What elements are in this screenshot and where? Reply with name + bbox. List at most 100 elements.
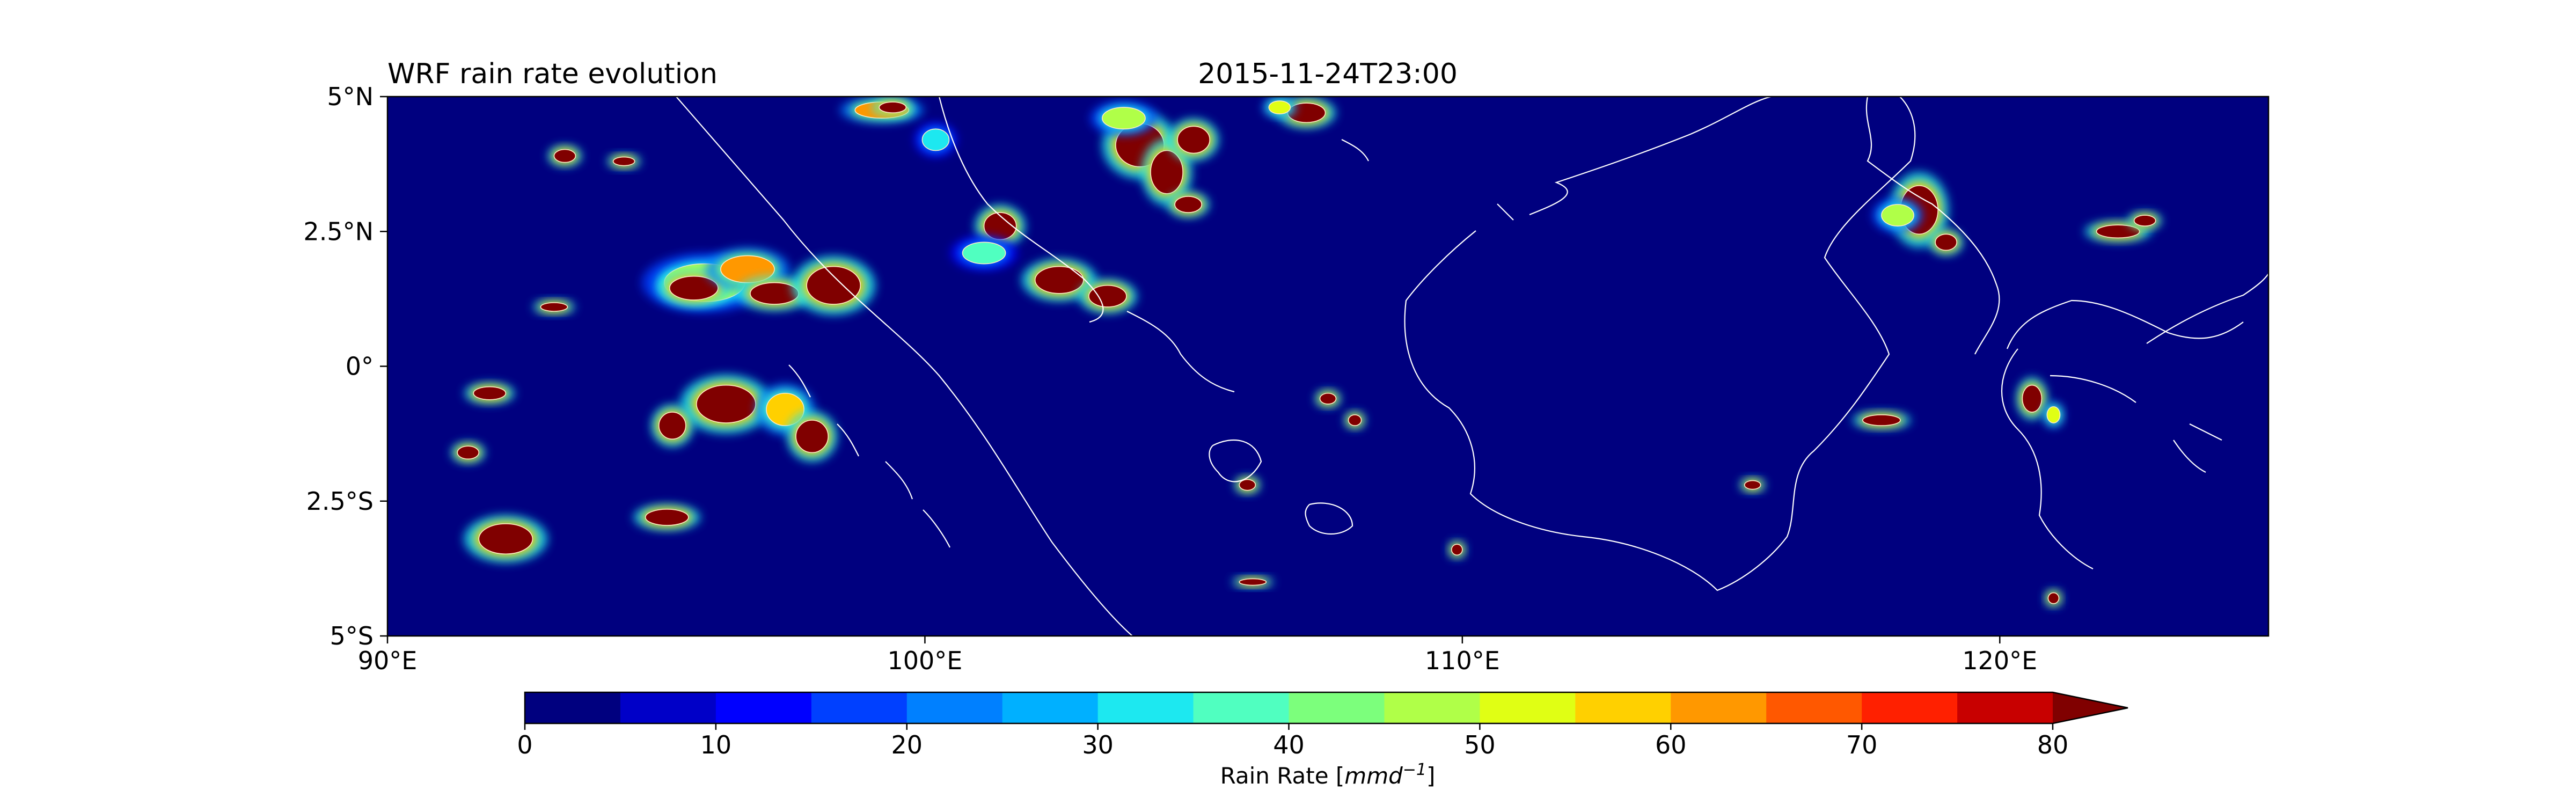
rain-cell <box>1239 578 1267 586</box>
y-tick-label: 2.5°S <box>306 487 374 516</box>
colorbar-tick-label: 80 <box>2037 730 2069 759</box>
colorbar-tick-label: 10 <box>700 730 732 759</box>
rain-cell <box>962 241 1006 265</box>
plot-title-center: 2015-11-24T23:00 <box>1198 58 1458 90</box>
colorbar-segment <box>620 692 716 723</box>
rain-cell <box>1268 100 1291 114</box>
rain-cell <box>1348 414 1362 426</box>
rain-cell <box>921 128 950 151</box>
y-tick-label: 2.5°N <box>303 217 374 246</box>
rain-cell <box>457 445 480 460</box>
coastline-malay-peninsula <box>938 97 1104 323</box>
rain-cell <box>795 420 829 453</box>
coastline-small-islands <box>1341 139 2222 473</box>
x-tick-label: 90°E <box>358 646 418 675</box>
rain-cell <box>1881 204 1914 227</box>
rain-cell <box>612 156 635 166</box>
rain-cell <box>645 509 689 526</box>
rain-cells <box>451 97 2162 607</box>
rain-cell <box>879 101 907 113</box>
colorbar-segment <box>1671 692 1767 723</box>
colorbar-segment <box>1575 692 1671 723</box>
colorbar-segment <box>1384 692 1480 723</box>
colorbar-segment <box>1002 692 1099 723</box>
colorbar-outline <box>524 691 2128 724</box>
plot-title-left: WRF rain rate evolution <box>387 58 718 90</box>
colorbar-label-exponent: −1 <box>1403 760 1426 779</box>
colorbar-label-close: ] <box>1426 763 1435 789</box>
colorbar-tick-label: 50 <box>1464 730 1496 759</box>
rain-cell <box>2046 406 2061 423</box>
rain-cell <box>1102 107 1146 130</box>
coastline-halmahera-east <box>2146 273 2268 344</box>
colorbar-segment <box>1957 692 2053 723</box>
x-tick-label: 110°E <box>1425 646 1500 675</box>
rain-cell <box>1174 196 1202 213</box>
rain-cell <box>1034 266 1084 294</box>
coastline-lingga <box>1126 311 1235 393</box>
colorbar-segment <box>1097 692 1194 723</box>
colorbar-extend-arrow <box>2053 692 2128 723</box>
rain-cell <box>473 386 507 400</box>
y-tick-label: 0° <box>346 352 374 381</box>
colorbar-segment <box>525 692 621 723</box>
colorbar-tick-label: 60 <box>1655 730 1687 759</box>
rain-rate-map: 90°E 100°E 110°E 120°E 5°N 2.5°N 0° 2.5°S 5°S <box>303 82 2270 675</box>
colorbar-segment <box>1289 692 1385 723</box>
rain-cell <box>1177 126 1210 154</box>
rain-cell <box>553 149 576 163</box>
rain-cell <box>1150 150 1183 194</box>
rain-cell <box>669 275 719 301</box>
rain-cell <box>806 266 861 305</box>
rain-cell <box>1319 392 1337 405</box>
rain-cell <box>2096 224 2140 239</box>
colorbar-segment <box>1193 692 1289 723</box>
map-background <box>387 97 2268 636</box>
coastlines <box>676 97 2268 636</box>
coastline-nias <box>788 364 811 398</box>
y-tick-label: 5°N <box>327 82 374 111</box>
rain-cell <box>658 412 686 440</box>
rain-cell <box>478 523 533 555</box>
colorbar-segment <box>1862 692 1958 723</box>
colorbar-segment <box>715 692 812 723</box>
colorbar-segment <box>811 692 908 723</box>
rain-cell <box>1239 479 1256 491</box>
rain-cell <box>766 392 804 426</box>
axis-ticks: 90°E 100°E 110°E 120°E 5°N 2.5°N 0° 2.5°S 5°S <box>303 82 2037 675</box>
rain-cell <box>2047 592 2060 604</box>
y-tick-label: 5°S <box>330 621 374 650</box>
coastline-kalimantan-east <box>1865 97 2000 355</box>
coastline-mentawai <box>837 423 950 548</box>
rain-cell <box>1451 544 1463 556</box>
colorbar-segment <box>1480 692 1576 723</box>
x-tick-label: 100°E <box>887 646 962 675</box>
x-tick-label: 120°E <box>1962 646 2037 675</box>
colorbar-segments <box>524 691 2128 724</box>
coastline-sulawesi <box>2001 299 2244 569</box>
colorbar-label-text: Rain Rate [ <box>1220 763 1345 789</box>
colorbar-tick-label: 40 <box>1273 730 1305 759</box>
rain-cell <box>540 302 568 312</box>
rain-cell <box>2133 215 2156 227</box>
rain-cell <box>1744 480 1761 490</box>
colorbar-segment <box>1766 692 1862 723</box>
colorbar: 0 10 20 30 40 50 60 70 80 Rain Rate [mmd−1] <box>517 691 2128 789</box>
colorbar-label: Rain Rate [mmd−1] <box>1220 760 1436 789</box>
rain-cell <box>1935 233 1957 251</box>
rain-cell <box>2022 384 2043 413</box>
colorbar-segment <box>906 692 1003 723</box>
colorbar-label-unit: mmd <box>1344 763 1403 789</box>
colorbar-tick-label: 70 <box>1846 730 1878 759</box>
colorbar-ticks: 0 10 20 30 40 50 60 70 80 <box>517 723 2068 759</box>
rain-cell <box>1862 414 1901 426</box>
colorbar-tick-label: 0 <box>517 730 532 759</box>
coastline-java-sea-islands <box>1209 439 1353 535</box>
rain-cell <box>696 384 756 423</box>
rain-cell <box>1088 284 1127 308</box>
rain-cell <box>750 282 799 305</box>
colorbar-tick-label: 30 <box>1082 730 1114 759</box>
coastline-sumatra <box>676 97 1133 636</box>
